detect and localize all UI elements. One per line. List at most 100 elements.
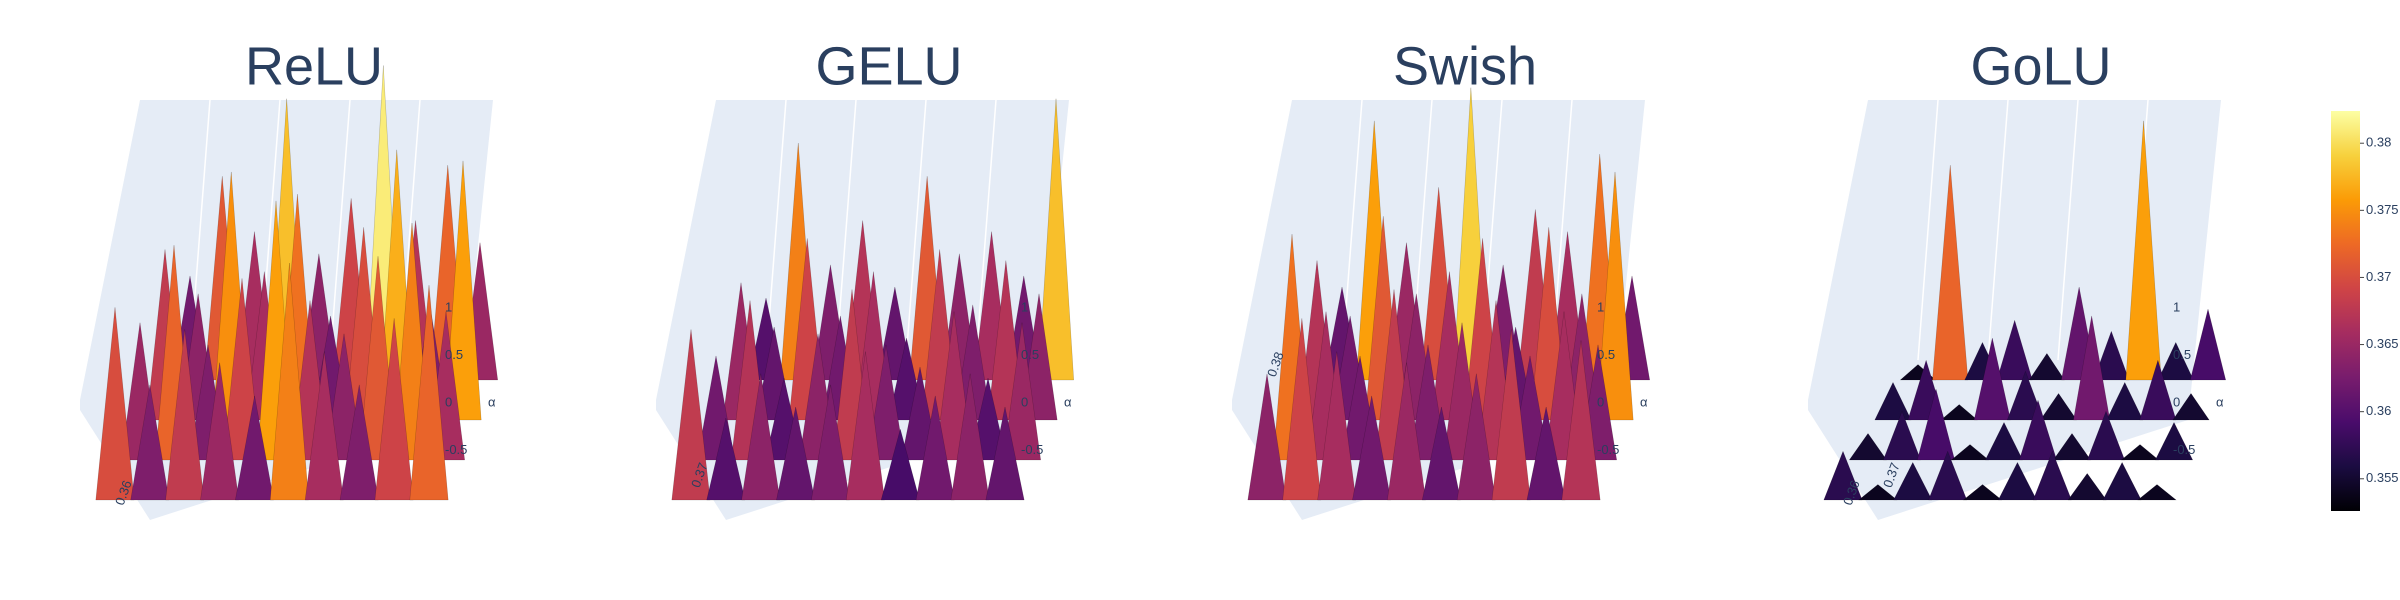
surface-spike (1421, 406, 1461, 501)
surface-spike (1932, 165, 1969, 381)
surface-spike (950, 373, 990, 501)
surface-spike (269, 262, 309, 501)
surface-spike (2028, 352, 2066, 381)
surface-spike (2067, 472, 2107, 501)
surface-spike (2106, 381, 2144, 421)
surface-spike (1247, 373, 1287, 501)
surface-spike (1916, 388, 1956, 461)
y-tick-label: 0.5 (1021, 347, 1039, 362)
y-tick-label: 1 (2173, 299, 2180, 314)
surface-spike (444, 160, 482, 421)
surface-spike (671, 329, 711, 501)
scene-grid (975, 99, 997, 361)
colorbar-tick-label: 0.365 (2366, 336, 2399, 351)
scene-grid (1917, 99, 1939, 361)
surface-spike (1387, 362, 1427, 501)
surface-spike (2125, 120, 2162, 381)
surface-spike (165, 329, 205, 501)
surface-spike (1003, 322, 1041, 461)
y-tick-label: 0 (1021, 394, 1028, 409)
surface-spike (2086, 410, 2126, 461)
y-axis-label: α (1064, 394, 1072, 409)
surface-spike (1857, 484, 1898, 501)
surface-spike (985, 406, 1025, 501)
colorbar-tick-label: 0.36 (2366, 403, 2391, 418)
surface-spike (915, 395, 955, 501)
surface-spike (1996, 319, 2033, 381)
y-tick-label: 1 (1021, 299, 1028, 314)
surface-spike (2189, 309, 2227, 381)
surface-spike (1962, 484, 2003, 501)
surface-spike (235, 395, 275, 501)
surface-spike (2039, 392, 2078, 421)
surface-spike (1038, 98, 1074, 381)
surface-spike (1491, 329, 1531, 501)
colorbar-tick-label: 0.38 (2366, 135, 2391, 150)
surface-spike (1282, 318, 1322, 501)
y-axis-label: α (488, 394, 496, 409)
y-tick-label: 1 (1597, 299, 1604, 314)
surface-spike (776, 406, 816, 501)
surface-spike (1596, 171, 1634, 421)
surface-spike (1823, 450, 1863, 501)
surface-spike (1940, 404, 1979, 421)
surface-spike (304, 351, 344, 501)
colorbar (2331, 111, 2360, 511)
surface-spike (706, 417, 746, 501)
scene-grid (329, 99, 351, 361)
surface-spike (811, 384, 851, 501)
y-tick-label: 0.5 (2173, 347, 2191, 362)
y-axis-label: α (2216, 394, 2224, 409)
y-tick-label: 0 (2173, 394, 2180, 409)
surface-spike (200, 362, 240, 501)
surface-spike (95, 307, 135, 501)
colorbar-tick-label: 0.375 (2366, 202, 2399, 217)
surface-spike (845, 351, 885, 501)
subplot-title: GELU (815, 36, 962, 96)
surface-spike (1561, 340, 1601, 501)
y-tick-label: -0.5 (2173, 442, 2195, 457)
scene-grid (905, 99, 927, 361)
surface-spike (1973, 337, 2011, 421)
surface-spike (1874, 381, 1912, 421)
subplot-title: ReLU (245, 36, 383, 96)
y-tick-label: -0.5 (1597, 442, 1619, 457)
subplot-title: GoLU (1970, 36, 2111, 96)
y-tick-label: 0.5 (445, 347, 463, 362)
scene-grid (1987, 99, 2009, 361)
surface-spike (409, 285, 449, 501)
surface-spike (1526, 406, 1566, 501)
surface-spike (2052, 432, 2092, 461)
surface-spike (374, 318, 414, 501)
surface-spike (1928, 450, 1968, 501)
surface-spike (2093, 330, 2130, 381)
surface-spike (2102, 461, 2142, 501)
surface-spike (2018, 399, 2058, 461)
subplot-title: Swish (1393, 36, 1537, 96)
y-tick-label: 0.5 (1597, 347, 1615, 362)
surface-spike (2120, 444, 2160, 461)
surface-spike (2073, 315, 2111, 421)
colorbar-tick-label: 0.37 (2366, 269, 2391, 284)
y-axis-label: α (1640, 394, 1648, 409)
y-tick-label: -0.5 (1021, 442, 1043, 457)
surface-spike (130, 384, 170, 501)
surface-spike (2032, 450, 2072, 501)
surface-spike (2154, 421, 2194, 461)
y-tick-label: 1 (445, 299, 452, 314)
surface-spike (1352, 395, 1392, 501)
surface-spike (2137, 484, 2177, 501)
colorbar-tick-label: 0.355 (2366, 470, 2399, 485)
surface-spike (2139, 359, 2177, 421)
y-tick-label: 0 (1597, 394, 1604, 409)
scene-grid (2057, 99, 2079, 361)
surface-spike (1317, 351, 1357, 501)
surface-spike (2172, 392, 2210, 421)
surface-spike (1984, 421, 2024, 461)
surface-spike (1456, 373, 1496, 501)
y-tick-label: -0.5 (445, 442, 467, 457)
surface-spike (1893, 461, 1933, 501)
surface-spike (1882, 410, 1922, 461)
surface-spike (2006, 370, 2045, 421)
